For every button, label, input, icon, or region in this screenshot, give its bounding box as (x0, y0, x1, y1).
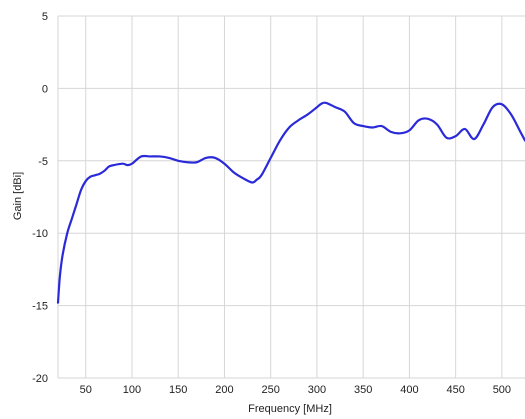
y-axis-label: Gain [dBi] (12, 172, 24, 220)
series-area (56, 101, 525, 304)
gain-series-line (56, 101, 525, 304)
x-tick-label: 450 (446, 384, 464, 396)
y-tick-label: -15 (32, 301, 48, 313)
x-tick-label: 300 (308, 384, 326, 396)
x-tick-labels: 50 100 150 200 250 300 350 400 450 500 (80, 384, 511, 396)
x-axis-label: Frequency [MHz] (248, 403, 332, 415)
x-tick-label: 400 (400, 384, 418, 396)
x-tick-label: 250 (262, 384, 280, 396)
x-tick-label: 350 (354, 384, 372, 396)
y-tick-label: -10 (32, 228, 48, 240)
y-tick-label: 0 (42, 83, 48, 95)
x-tick-label: 100 (123, 384, 141, 396)
x-tick-label: 500 (493, 384, 511, 396)
axes (57, 16, 525, 379)
y-tick-label: 5 (42, 11, 48, 23)
y-tick-label: -20 (32, 373, 48, 385)
x-tick-label: 150 (169, 384, 187, 396)
y-tick-label: -5 (38, 156, 48, 168)
x-tick-label: 200 (215, 384, 233, 396)
x-tick-label: 50 (80, 384, 92, 396)
grid (58, 15, 525, 379)
y-tick-labels: 5 0 -5 -10 -15 -20 (32, 11, 48, 385)
